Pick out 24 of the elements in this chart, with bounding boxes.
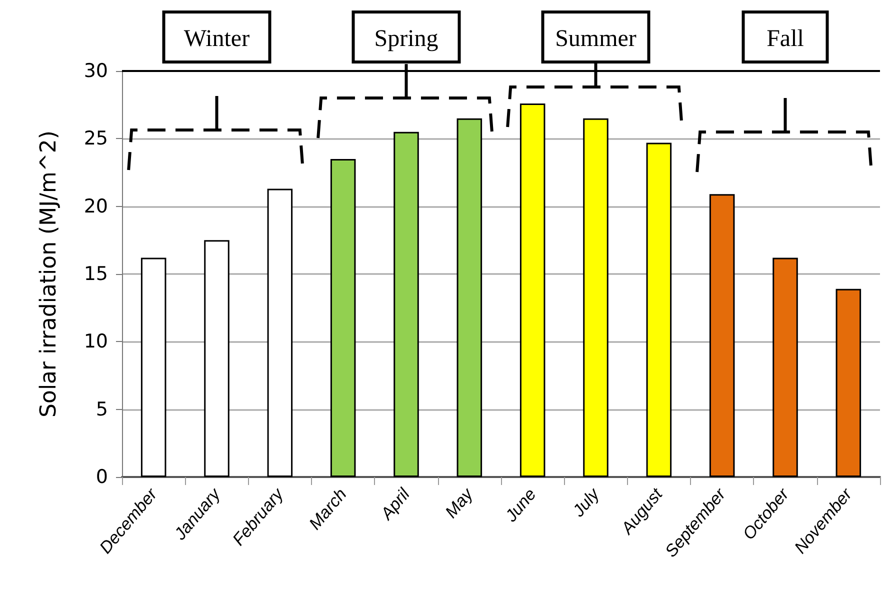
bar <box>140 258 166 477</box>
bar <box>330 158 356 477</box>
bar <box>394 132 419 477</box>
text: Spring <box>374 26 438 52</box>
bar <box>646 142 672 477</box>
y-tick-label: 5 <box>96 398 108 420</box>
y-tick-label: 25 <box>84 128 108 150</box>
y-axis-title: Solar irradiation (MJ/m^2) <box>36 130 62 418</box>
bar <box>204 240 230 477</box>
bar <box>836 288 862 477</box>
text: Summer <box>555 26 636 52</box>
y-tick-label: 30 <box>84 60 108 82</box>
y-tick-label: 15 <box>84 263 108 285</box>
y-tick-label: 0 <box>96 466 108 488</box>
bar <box>709 194 735 477</box>
bar <box>267 188 293 477</box>
bar <box>456 118 482 477</box>
y-tick-label: 10 <box>84 330 108 353</box>
text: Fall <box>766 26 804 52</box>
bar <box>583 118 608 477</box>
bar <box>772 258 798 477</box>
y-tick-label: 20 <box>84 195 108 218</box>
bar <box>520 103 546 477</box>
text: Winter <box>184 26 250 52</box>
